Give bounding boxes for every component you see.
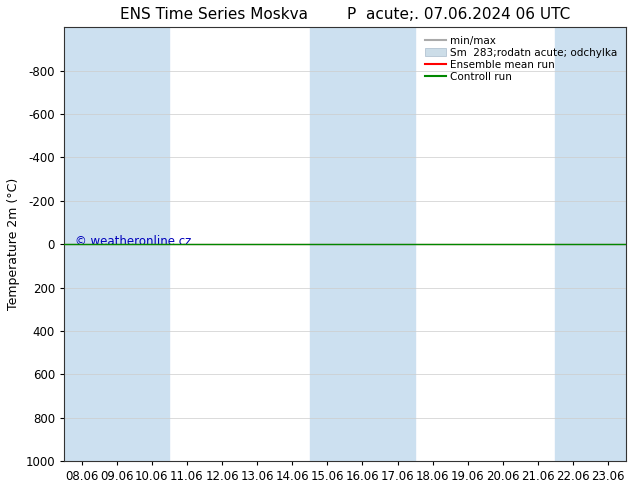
Bar bbox=[555, 27, 626, 461]
Legend: min/max, Sm  283;rodatn acute; odchylka, Ensemble mean run, Controll run: min/max, Sm 283;rodatn acute; odchylka, … bbox=[422, 32, 621, 85]
Y-axis label: Temperature 2m (°C): Temperature 2m (°C) bbox=[7, 178, 20, 310]
Title: ENS Time Series Moskva        P  acute;. 07.06.2024 06 UTC: ENS Time Series Moskva P acute;. 07.06.2… bbox=[120, 7, 570, 22]
Bar bbox=[64, 27, 169, 461]
Bar bbox=[310, 27, 415, 461]
Text: © weatheronline.cz: © weatheronline.cz bbox=[75, 236, 191, 248]
